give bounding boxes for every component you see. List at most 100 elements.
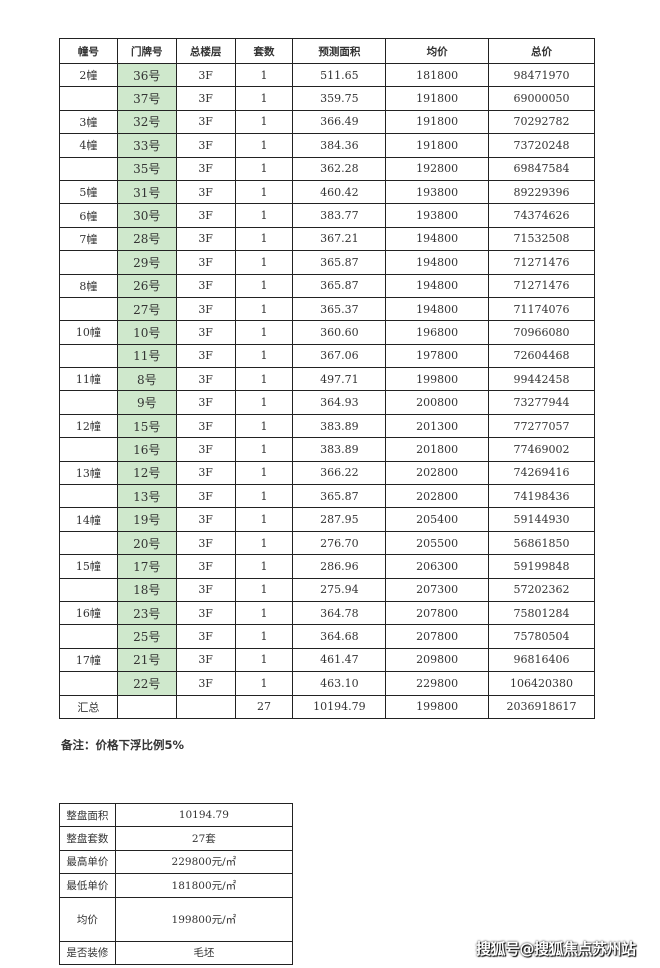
table-cell (59, 437, 118, 462)
table-cell: 1 (234, 413, 294, 439)
table-cell: 15幢 (59, 554, 118, 579)
summary-row: 是否装修 毛坯 (59, 940, 294, 965)
table-row: 3幢 32号 3F 1 366.49 191800 70292782 (59, 109, 595, 135)
table-row: 7幢 28号 3F 1 367.21 194800 71532508 (59, 226, 595, 252)
door-number-cell: 30号 (116, 203, 177, 228)
table-cell: 17幢 (59, 647, 118, 673)
table-cell: 1 (234, 203, 294, 228)
column-header: 套数 (234, 38, 294, 64)
table-cell: 70966080 (488, 320, 595, 345)
summary-row: 整盘面积 10194.79 (59, 802, 294, 828)
table-cell: 3F (175, 343, 236, 369)
door-number-cell: 31号 (116, 179, 177, 205)
table-cell: 71271476 (488, 273, 595, 298)
table-cell: 276.70 (292, 530, 387, 556)
door-number-cell: 10号 (116, 320, 177, 345)
table-row: 35号 3F 1 362.28 192800 69847584 (59, 156, 595, 181)
door-number-cell: 25号 (116, 624, 177, 649)
table-cell: 3F (175, 671, 236, 696)
table-cell: 77277057 (488, 413, 595, 439)
table-cell: 3F (175, 226, 236, 252)
table-cell: 1 (234, 156, 294, 181)
summary-row: 最高单价 229800元/㎡ (59, 849, 294, 875)
summary-value: 181800元/㎡ (114, 873, 294, 898)
total-cell: 27 (234, 694, 294, 719)
table-cell: 192800 (385, 156, 490, 181)
summary-label: 整盘面积 (59, 802, 116, 828)
summary-label: 是否装修 (59, 940, 116, 965)
table-cell: 207300 (385, 577, 490, 602)
table-cell: 364.68 (292, 624, 387, 649)
door-number-cell: 28号 (116, 226, 177, 252)
table-cell (59, 156, 118, 181)
table-cell: 74198436 (488, 484, 595, 509)
table-cell: 72604468 (488, 343, 595, 369)
table-cell: 193800 (385, 179, 490, 205)
summary-row: 整盘套数 27套 (59, 826, 294, 851)
summary-value: 199800元/㎡ (114, 896, 294, 942)
table-row: 16号 3F 1 383.89 201800 77469002 (59, 437, 595, 462)
table-cell: 7幢 (59, 226, 118, 252)
table-cell: 191800 (385, 133, 490, 158)
door-number-cell: 21号 (116, 647, 177, 673)
table-cell: 1 (234, 647, 294, 673)
table-cell: 74374626 (488, 203, 595, 228)
table-cell: 2幢 (59, 62, 118, 88)
table-cell: 286.96 (292, 554, 387, 579)
table-cell: 59144930 (488, 507, 595, 532)
door-number-cell: 32号 (116, 109, 177, 135)
door-number-cell: 16号 (116, 437, 177, 462)
table-cell: 3F (175, 600, 236, 626)
summary-label: 最高单价 (59, 849, 116, 875)
table-cell: 461.47 (292, 647, 387, 673)
table-cell: 366.22 (292, 460, 387, 486)
table-cell: 106420380 (488, 671, 595, 696)
table-cell: 1 (234, 62, 294, 88)
summary-label: 均价 (59, 896, 116, 942)
table-cell: 364.93 (292, 390, 387, 415)
table-cell: 4幢 (59, 133, 118, 158)
table-cell: 383.77 (292, 203, 387, 228)
table-cell: 3F (175, 367, 236, 392)
door-number-cell: 22号 (116, 671, 177, 696)
table-cell: 8幢 (59, 273, 118, 298)
table-cell: 197800 (385, 343, 490, 369)
table-cell: 191800 (385, 109, 490, 135)
table-cell: 207800 (385, 600, 490, 626)
table-cell: 3F (175, 133, 236, 158)
door-number-cell: 26号 (116, 273, 177, 298)
note-text: 备注：价格下浮比例5% (61, 738, 185, 752)
door-number-cell: 11号 (116, 343, 177, 369)
table-cell: 1 (234, 296, 294, 322)
table-row: 11号 3F 1 367.06 197800 72604468 (59, 343, 595, 369)
table-row: 37号 3F 1 359.75 191800 69000050 (59, 86, 595, 111)
table-row: 29号 3F 1 365.87 194800 71271476 (59, 250, 595, 275)
table-cell: 1 (234, 530, 294, 556)
table-cell: 194800 (385, 226, 490, 252)
table-cell: 1 (234, 460, 294, 486)
summary-label: 最低单价 (59, 873, 116, 898)
table-cell: 511.65 (292, 62, 387, 88)
column-header: 预测面积 (292, 38, 387, 64)
table-cell: 206300 (385, 554, 490, 579)
door-number-cell: 9号 (116, 390, 177, 415)
table-cell: 75780504 (488, 624, 595, 649)
table-cell (59, 530, 118, 556)
table-cell: 1 (234, 577, 294, 602)
table-cell (59, 484, 118, 509)
table-cell: 1 (234, 320, 294, 345)
table-cell: 1 (234, 226, 294, 252)
table-cell: 3F (175, 156, 236, 181)
table-cell: 6幢 (59, 203, 118, 228)
table-cell: 16幢 (59, 600, 118, 626)
table-cell: 1 (234, 554, 294, 579)
table-row: 8幢 26号 3F 1 365.87 194800 71271476 (59, 273, 595, 298)
column-header: 总楼层 (175, 38, 236, 64)
table-cell: 96816406 (488, 647, 595, 673)
table-cell: 3F (175, 273, 236, 298)
table-cell: 59199848 (488, 554, 595, 579)
table-cell: 202800 (385, 460, 490, 486)
table-cell: 365.37 (292, 296, 387, 322)
door-number-cell: 19号 (116, 507, 177, 532)
table-cell: 497.71 (292, 367, 387, 392)
